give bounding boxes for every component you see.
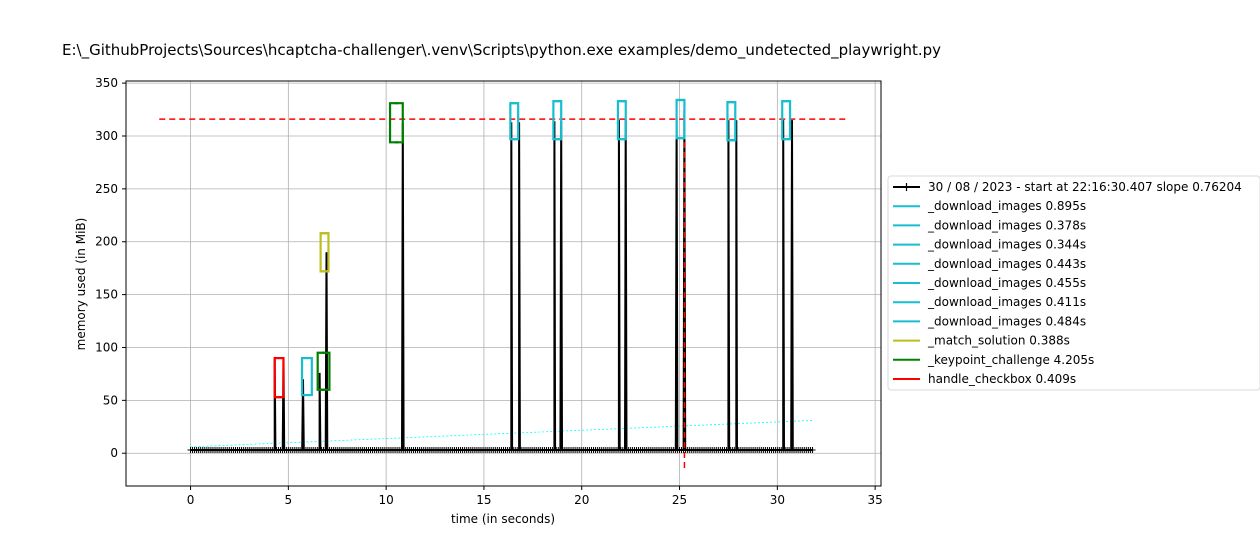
legend: 30 / 08 / 2023 - start at 22:16:30.407 s… (887, 175, 1260, 391)
legend-label: _download_images 0.484s (927, 314, 1086, 328)
y-axis-ticks: 0 50 100 150 200 250 300 350 (95, 76, 126, 460)
grid (126, 81, 881, 486)
legend-frame (887, 175, 1260, 391)
function-end-bracket (617, 99, 627, 141)
function-end-bracket (553, 99, 563, 141)
legend-label: _keypoint_challenge 4.205s (927, 353, 1094, 367)
function-end-bracket (320, 232, 330, 273)
legend-label: _download_images 0.411s (927, 295, 1086, 309)
function-end-bracket (727, 101, 737, 142)
y-tick-label: 350 (95, 76, 118, 90)
function-start-bracket (388, 102, 399, 144)
y-tick-label: 200 (95, 235, 118, 249)
x-axis-label: time (in seconds) (451, 512, 555, 526)
plot-area (159, 98, 846, 469)
y-tick-label: 300 (95, 129, 118, 143)
function-end-bracket (782, 99, 792, 141)
plot-frame (125, 80, 882, 487)
y-tick-label: 0 (110, 446, 118, 460)
x-axis-ticks: 0 5 10 15 20 25 30 35 (187, 486, 883, 507)
legend-label: handle_checkbox 0.409s (928, 372, 1076, 386)
y-tick-label: 150 (95, 288, 118, 302)
legend-label: 30 / 08 / 2023 - start at 22:16:30.407 s… (928, 180, 1242, 194)
x-tick-label: 25 (672, 493, 687, 507)
chart-title: E:\_GithubProjects\Sources\hcaptcha-chal… (62, 41, 941, 60)
function-end-bracket (303, 356, 313, 397)
x-tick-label: 20 (574, 493, 589, 507)
legend-label: _download_images 0.378s (927, 218, 1086, 232)
legend-label: _download_images 0.455s (927, 276, 1086, 290)
x-tick-label: 5 (285, 493, 293, 507)
memory-sample-marker (809, 447, 816, 454)
function-end-bracket (676, 98, 686, 140)
x-tick-label: 0 (187, 493, 195, 507)
function-end-bracket (321, 351, 331, 391)
legend-label: _download_images 0.443s (927, 257, 1086, 271)
memory-usage-line (190, 109, 813, 451)
x-tick-label: 35 (867, 493, 882, 507)
function-end-bracket (394, 102, 404, 144)
y-axis-label: memory used (in MiB) (74, 218, 88, 351)
x-tick-label: 15 (476, 493, 491, 507)
legend-label: _download_images 0.895s (927, 199, 1086, 213)
y-tick-label: 100 (95, 340, 118, 354)
function-end-bracket (275, 356, 285, 399)
legend-label: _match_solution 0.388s (927, 334, 1070, 348)
legend-marker (902, 183, 911, 191)
x-tick-label: 30 (770, 493, 785, 507)
y-tick-label: 50 (103, 393, 118, 407)
y-tick-label: 250 (95, 182, 118, 196)
function-end-bracket (510, 102, 520, 141)
legend-label: _download_images 0.344s (927, 238, 1086, 252)
x-tick-label: 10 (379, 493, 394, 507)
